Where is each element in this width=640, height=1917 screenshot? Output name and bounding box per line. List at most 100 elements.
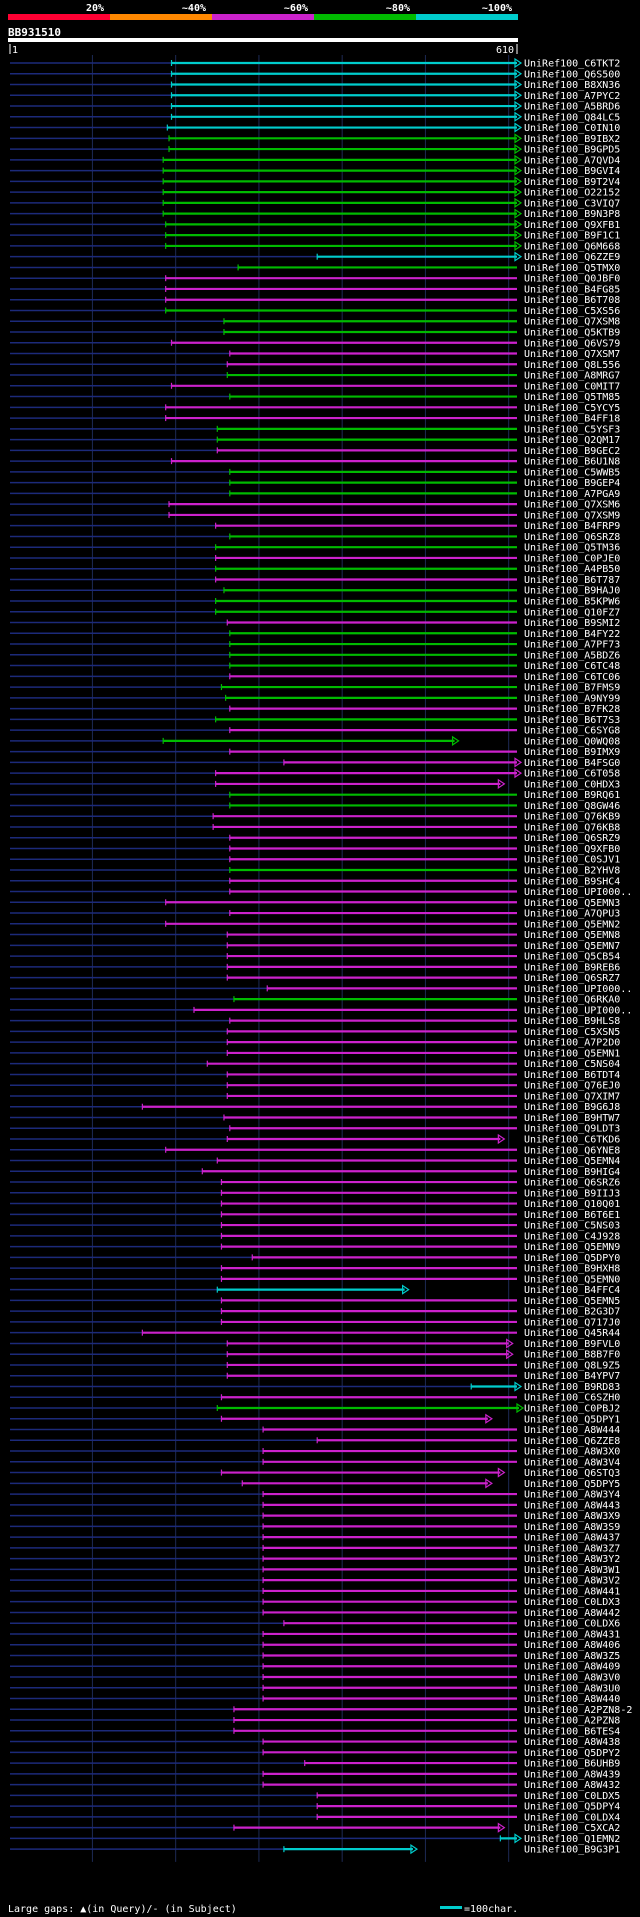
hit-row[interactable]: UniRef100_Q7XSM7 — [10, 349, 620, 360]
hit-label[interactable]: UniRef100_C6TC48 — [524, 661, 620, 672]
hit-label[interactable]: UniRef100_Q5DPY2 — [524, 1748, 620, 1759]
hit-row[interactable]: UniRef100_C5XSN5 — [10, 1027, 620, 1038]
hit-row[interactable]: UniRef100_B6TES4 — [10, 1726, 620, 1737]
hit-row[interactable]: UniRef100_A7PGA9 — [10, 489, 620, 500]
hit-label[interactable]: UniRef100_Q5DPY0 — [524, 1253, 620, 1264]
hit-label[interactable]: UniRef100_A8W3S9 — [524, 1522, 620, 1533]
hit-row[interactable]: UniRef100_A7P2D0 — [10, 1038, 620, 1049]
hit-label[interactable]: UniRef100_C0PBJ2 — [524, 1404, 620, 1415]
hit-row[interactable]: UniRef100_Q5DPY5 — [10, 1478, 620, 1490]
hit-row[interactable]: UniRef100_A9NY99 — [10, 693, 620, 704]
hit-label[interactable]: UniRef100_A8W444 — [524, 1425, 620, 1436]
hit-label[interactable]: UniRef100_B9GVI4 — [524, 166, 620, 177]
hit-row[interactable]: UniRef100_A8W432 — [10, 1780, 620, 1791]
hit-row[interactable]: UniRef100_A8W439 — [10, 1769, 620, 1780]
hit-label[interactable]: UniRef100_C0LDX4 — [524, 1812, 620, 1823]
hit-label[interactable]: UniRef100_B9F1C1 — [524, 231, 620, 242]
hit-row[interactable]: UniRef100_C6TC06 — [10, 672, 620, 683]
hit-row[interactable]: UniRef100_Q84LC5 — [10, 111, 620, 123]
hit-row[interactable]: UniRef100_A8W431 — [10, 1629, 620, 1640]
hit-label[interactable]: UniRef100_B9HIG4 — [524, 1167, 620, 1178]
hit-label[interactable]: UniRef100_Q6S500 — [524, 69, 620, 80]
hit-row[interactable]: UniRef100_A7QPU3 — [10, 909, 620, 920]
hit-label[interactable]: UniRef100_C6TC06 — [524, 672, 620, 683]
hit-label[interactable]: UniRef100_A5BRD6 — [524, 102, 620, 113]
hit-label[interactable]: UniRef100_B8B7F0 — [524, 1350, 620, 1361]
hit-row[interactable]: UniRef100_B9G6J8 — [10, 1102, 620, 1113]
hit-row[interactable]: UniRef100_C0LDX3 — [10, 1597, 620, 1608]
hit-label[interactable]: UniRef100_B9N3P8 — [524, 209, 620, 220]
hit-label[interactable]: UniRef100_Q5KTB9 — [524, 328, 620, 339]
hit-row[interactable]: UniRef100_B9GEC2 — [10, 446, 620, 457]
hit-label[interactable]: UniRef100_Q6M668 — [524, 241, 620, 252]
hit-label[interactable]: UniRef100_A7P2D0 — [524, 1038, 620, 1049]
hit-row[interactable]: UniRef100_A8W443 — [10, 1500, 620, 1511]
hit-row[interactable]: UniRef100_Q6STQ3 — [10, 1467, 620, 1479]
hit-label[interactable]: UniRef100_C5NS03 — [524, 1221, 620, 1232]
hit-label[interactable]: UniRef100_C5XCA2 — [524, 1823, 620, 1834]
hit-row[interactable]: UniRef100_Q0WQ08 — [10, 735, 620, 747]
hit-row[interactable]: UniRef100_B9REB6 — [10, 962, 620, 973]
hit-row[interactable]: UniRef100_B6T708 — [10, 295, 620, 306]
hit-label[interactable]: UniRef100_Q5DPY4 — [524, 1802, 620, 1813]
hit-row[interactable]: UniRef100_Q5EMN2 — [10, 919, 620, 930]
hit-label[interactable]: UniRef100_B9G6J8 — [524, 1102, 620, 1113]
hit-row[interactable]: UniRef100_B9HTW7 — [10, 1113, 620, 1124]
hit-label[interactable]: UniRef100_A8W443 — [524, 1500, 620, 1511]
hit-label[interactable]: UniRef100_A8W3Z5 — [524, 1651, 620, 1662]
hit-row[interactable]: UniRef100_UPI000.. — [10, 1005, 632, 1016]
hit-label[interactable]: UniRef100_C0LDX6 — [524, 1619, 620, 1630]
hit-label[interactable]: UniRef100_C6TKD6 — [524, 1135, 620, 1146]
hit-row[interactable]: UniRef100_Q7XSM6 — [10, 500, 620, 511]
hit-row[interactable]: UniRef100_Q5EMN8 — [10, 930, 620, 941]
hit-row[interactable]: UniRef100_UPI000.. — [10, 984, 632, 995]
hit-row[interactable]: UniRef100_Q2QM17 — [10, 435, 620, 446]
hit-label[interactable]: UniRef100_Q5EMN1 — [524, 1048, 620, 1059]
hit-row[interactable]: UniRef100_Q717J0 — [10, 1317, 620, 1328]
hit-row[interactable]: UniRef100_A8W440 — [10, 1694, 620, 1705]
hit-label[interactable]: UniRef100_A8W431 — [524, 1629, 620, 1640]
hit-label[interactable]: UniRef100_B2YHV8 — [524, 866, 620, 877]
hit-row[interactable]: UniRef100_C6TC48 — [10, 661, 620, 672]
hit-label[interactable]: UniRef100_Q7XSM7 — [524, 349, 620, 360]
hit-row[interactable]: UniRef100_A8W3V4 — [10, 1457, 620, 1468]
hit-label[interactable]: UniRef100_B4FG85 — [524, 284, 620, 295]
hit-label[interactable]: UniRef100_Q7XSM8 — [524, 317, 620, 328]
hit-label[interactable]: UniRef100_B9REB6 — [524, 962, 620, 973]
hit-row[interactable]: UniRef100_C0LDX5 — [10, 1791, 620, 1802]
hit-label[interactable]: UniRef100_O22152 — [524, 188, 620, 199]
hit-row[interactable]: UniRef100_B9IMX9 — [10, 747, 620, 758]
hit-label[interactable]: UniRef100_Q5EMN9 — [524, 1242, 620, 1253]
hit-label[interactable]: UniRef100_B9HXH8 — [524, 1264, 620, 1275]
hit-label[interactable]: UniRef100_Q5EMN0 — [524, 1274, 620, 1285]
hit-label[interactable]: UniRef100_A7PF73 — [524, 640, 620, 651]
hit-label[interactable]: UniRef100_Q9XFB0 — [524, 844, 620, 855]
hit-label[interactable]: UniRef100_UPI000.. — [524, 887, 632, 898]
hit-row[interactable]: UniRef100_C6TKT2 — [10, 57, 620, 70]
hit-label[interactable]: UniRef100_Q84LC5 — [524, 112, 620, 123]
hit-label[interactable]: UniRef100_B9HLS8 — [524, 1016, 620, 1027]
hit-label[interactable]: UniRef100_Q5EMN4 — [524, 1156, 620, 1167]
hit-label[interactable]: UniRef100_B4FSG0 — [524, 758, 620, 769]
hit-label[interactable]: UniRef100_Q9XFB1 — [524, 220, 620, 231]
hit-label[interactable]: UniRef100_Q10Q01 — [524, 1199, 620, 1210]
hit-row[interactable]: UniRef100_Q6ZZE8 — [10, 1436, 620, 1447]
hit-label[interactable]: UniRef100_Q76KB9 — [524, 812, 620, 823]
hit-label[interactable]: UniRef100_Q76KB8 — [524, 822, 620, 833]
hit-row[interactable]: UniRef100_Q8GW46 — [10, 801, 620, 812]
hit-row[interactable]: UniRef100_A8W3X0 — [10, 1447, 620, 1458]
hit-label[interactable]: UniRef100_C6TKT2 — [524, 59, 620, 70]
hit-row[interactable]: UniRef100_A2PZN8 — [10, 1716, 620, 1727]
hit-row[interactable]: UniRef100_Q6RKA0 — [10, 995, 620, 1006]
hit-label[interactable]: UniRef100_Q7XSM6 — [524, 500, 620, 511]
hit-row[interactable]: UniRef100_Q9XFB0 — [10, 844, 620, 855]
hit-label[interactable]: UniRef100_A8W432 — [524, 1780, 620, 1791]
hit-label[interactable]: UniRef100_Q5CB54 — [524, 952, 620, 963]
hit-row[interactable]: UniRef100_A8W438 — [10, 1737, 620, 1748]
hit-row[interactable]: UniRef100_Q5TM85 — [10, 392, 620, 403]
hit-label[interactable]: UniRef100_Q6YNE8 — [524, 1145, 620, 1156]
hit-label[interactable]: UniRef100_B9GEP4 — [524, 478, 620, 489]
hit-row[interactable]: UniRef100_A5BDZ6 — [10, 650, 620, 661]
hit-label[interactable]: UniRef100_Q6SRZ8 — [524, 532, 620, 543]
hit-label[interactable]: UniRef100_B9SHC4 — [524, 876, 620, 887]
